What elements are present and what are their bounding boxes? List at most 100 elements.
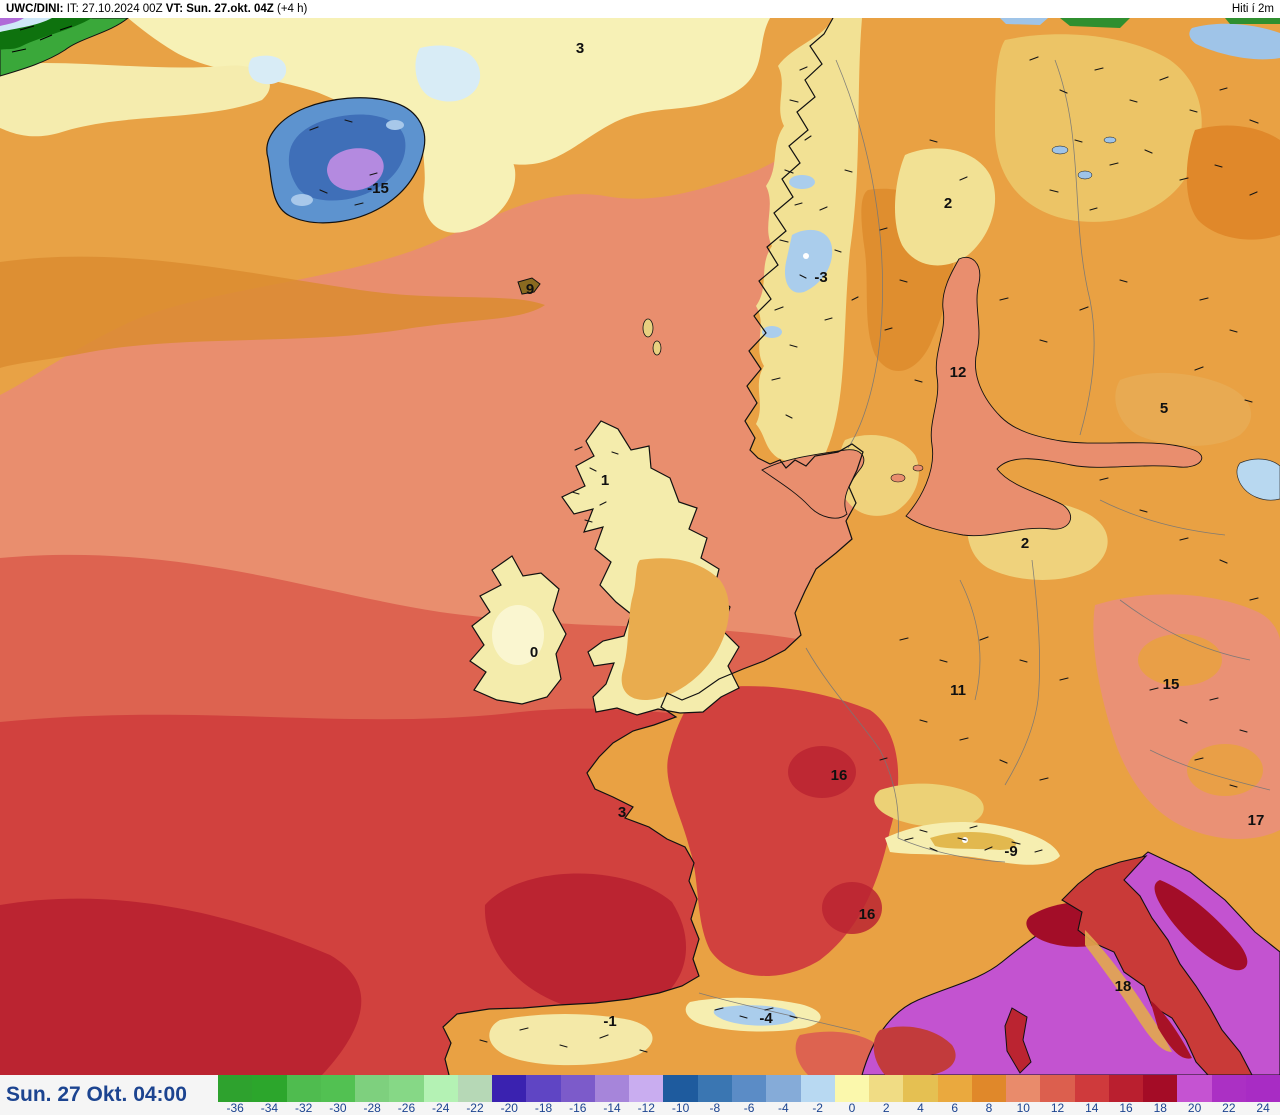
colorbar-label: 12 [1050, 1102, 1065, 1115]
temperature-label: 0 [530, 644, 538, 661]
temperature-label: 11 [950, 682, 966, 699]
colorbar-swatch [869, 1075, 904, 1102]
colorbar-swatch [218, 1075, 253, 1102]
great-britain [561, 420, 740, 716]
colorbar-cell: 20 [1177, 1075, 1212, 1115]
colorbar-swatch [834, 1075, 870, 1102]
colorbar-swatch [629, 1075, 664, 1102]
temperature-label: 18 [1115, 978, 1132, 995]
iceland [266, 97, 426, 224]
colorbar-label: 10 [1016, 1102, 1030, 1115]
temperature-label: 2 [1021, 535, 1029, 552]
colorbar-swatch [355, 1075, 390, 1102]
colorbar-swatch [1040, 1075, 1075, 1102]
colorbar-cell: -12 [629, 1075, 664, 1115]
colorbar-cell: -10 [663, 1075, 698, 1115]
colorbar-swatch [1108, 1075, 1144, 1102]
colorbar-label: 0 [848, 1102, 856, 1115]
temperature-label: 3 [618, 804, 626, 821]
colorbar-label: -34 [260, 1102, 279, 1115]
colorbar-cell: 14 [1074, 1075, 1109, 1115]
colorbar-label: -26 [397, 1102, 416, 1115]
colorbar-label: -32 [294, 1102, 313, 1115]
colorbar-label: -14 [603, 1102, 621, 1115]
init-time: IT: 27.10.2024 00Z [63, 3, 166, 15]
temperature-label: -1 [603, 1013, 616, 1030]
valid-time: VT: Sun. 27.okt. 04Z [165, 3, 274, 15]
header-bar: UWC/DINI: IT: 27.10.2024 00Z VT: Sun. 27… [0, 0, 1280, 18]
colorbar-label: -28 [363, 1102, 381, 1115]
colorbar-label: -12 [637, 1102, 655, 1115]
colorbar-label: -36 [226, 1102, 244, 1115]
terrain-hatching [479, 56, 1259, 1053]
product-title: Hiti í 2m [1231, 3, 1274, 15]
colorbar-swatch [423, 1075, 458, 1102]
colorbar-label: -18 [534, 1102, 553, 1115]
colorbar-label: 20 [1187, 1102, 1202, 1115]
colorbar-cell: -6 [731, 1075, 767, 1115]
colorbar-swatch [766, 1075, 801, 1102]
colorbar-label: -22 [466, 1102, 484, 1115]
colorbar-label: -16 [569, 1102, 587, 1115]
colorbar-swatch [1211, 1075, 1246, 1102]
colorbar-cell: 18 [1143, 1075, 1178, 1115]
colorbar-label: 22 [1222, 1102, 1236, 1115]
weather-map: 3 -15 2 -3 9 12 5 1 2 0 11 15 16 3 -9 17 16 18 -1 -4 [0, 18, 1280, 1075]
colorbar-cell: -20 [492, 1075, 527, 1115]
colorbar-cell: 8 [971, 1075, 1007, 1115]
colorbar-swatch [971, 1075, 1007, 1102]
colorbar-swatch [937, 1075, 972, 1102]
colorbar-cell: 2 [869, 1075, 904, 1115]
valid-datetime: Sun. 27 Okt. 04:00 [6, 1083, 187, 1106]
colorbar-cell: -32 [286, 1075, 321, 1115]
colorbar-label: 24 [1256, 1102, 1270, 1115]
colorbar-swatch [389, 1075, 424, 1102]
temperature-label: 16 [859, 906, 876, 923]
colorbar-label: -30 [329, 1102, 347, 1115]
colorbar-cell: 16 [1108, 1075, 1144, 1115]
colorbar-label: -10 [671, 1102, 690, 1115]
colorbar-label: 6 [951, 1102, 959, 1115]
colorbar-swatch [594, 1075, 630, 1102]
colorbar-label: 16 [1119, 1102, 1133, 1115]
colorbar-cell: -26 [389, 1075, 424, 1115]
colorbar-label: 8 [985, 1102, 993, 1115]
colorbar-cell: 0 [834, 1075, 870, 1115]
temperature-label: 12 [950, 364, 967, 381]
colorbar-cell: 22 [1211, 1075, 1246, 1115]
ireland [469, 555, 567, 705]
colorbar-swatch [252, 1075, 287, 1102]
temperature-label: -3 [814, 269, 827, 286]
colorbar-swatch [1177, 1075, 1212, 1102]
mainland [443, 18, 1280, 1075]
lead-time: (+4 h) [273, 3, 308, 15]
colorbar-label: 4 [917, 1102, 924, 1115]
colorbar-cell: -30 [320, 1075, 356, 1115]
colorbar-cell: 10 [1006, 1075, 1041, 1115]
temperature-label: 17 [1248, 812, 1265, 829]
temperature-label: -15 [367, 180, 389, 197]
colorbar-label: -4 [778, 1102, 789, 1115]
colorbar-cell: -36 [218, 1075, 253, 1115]
colorbar-label: 2 [882, 1102, 890, 1115]
greenland [0, 18, 129, 77]
model-name: UWC/DINI: [6, 3, 64, 15]
shetland [642, 318, 654, 338]
colorbar-cell: 6 [937, 1075, 972, 1115]
colorbar-cell: -28 [355, 1075, 390, 1115]
temperature-label: 2 [944, 195, 952, 212]
colorbar-cell: -14 [594, 1075, 630, 1115]
run-info: UWC/DINI: IT: 27.10.2024 00Z VT: Sun. 27… [6, 3, 307, 15]
temperature-label: 5 [1160, 400, 1168, 417]
colorbar-swatch [800, 1075, 835, 1102]
legend-bar: Sun. 27 Okt. 04:00 -36 -34 -32 -30 -28 -26 -24… [0, 1075, 1280, 1115]
temperature-label: 9 [526, 281, 534, 298]
temperature-label: 1 [601, 472, 609, 489]
colorbar-swatch [1143, 1075, 1178, 1102]
colorbar-swatch [560, 1075, 595, 1102]
colorbar-cell: -22 [457, 1075, 493, 1115]
colorbar-label: -20 [500, 1102, 518, 1115]
colorbar-label: -24 [432, 1102, 450, 1115]
colorbar-cell: 12 [1040, 1075, 1075, 1115]
colorbar-swatch [1245, 1075, 1280, 1102]
